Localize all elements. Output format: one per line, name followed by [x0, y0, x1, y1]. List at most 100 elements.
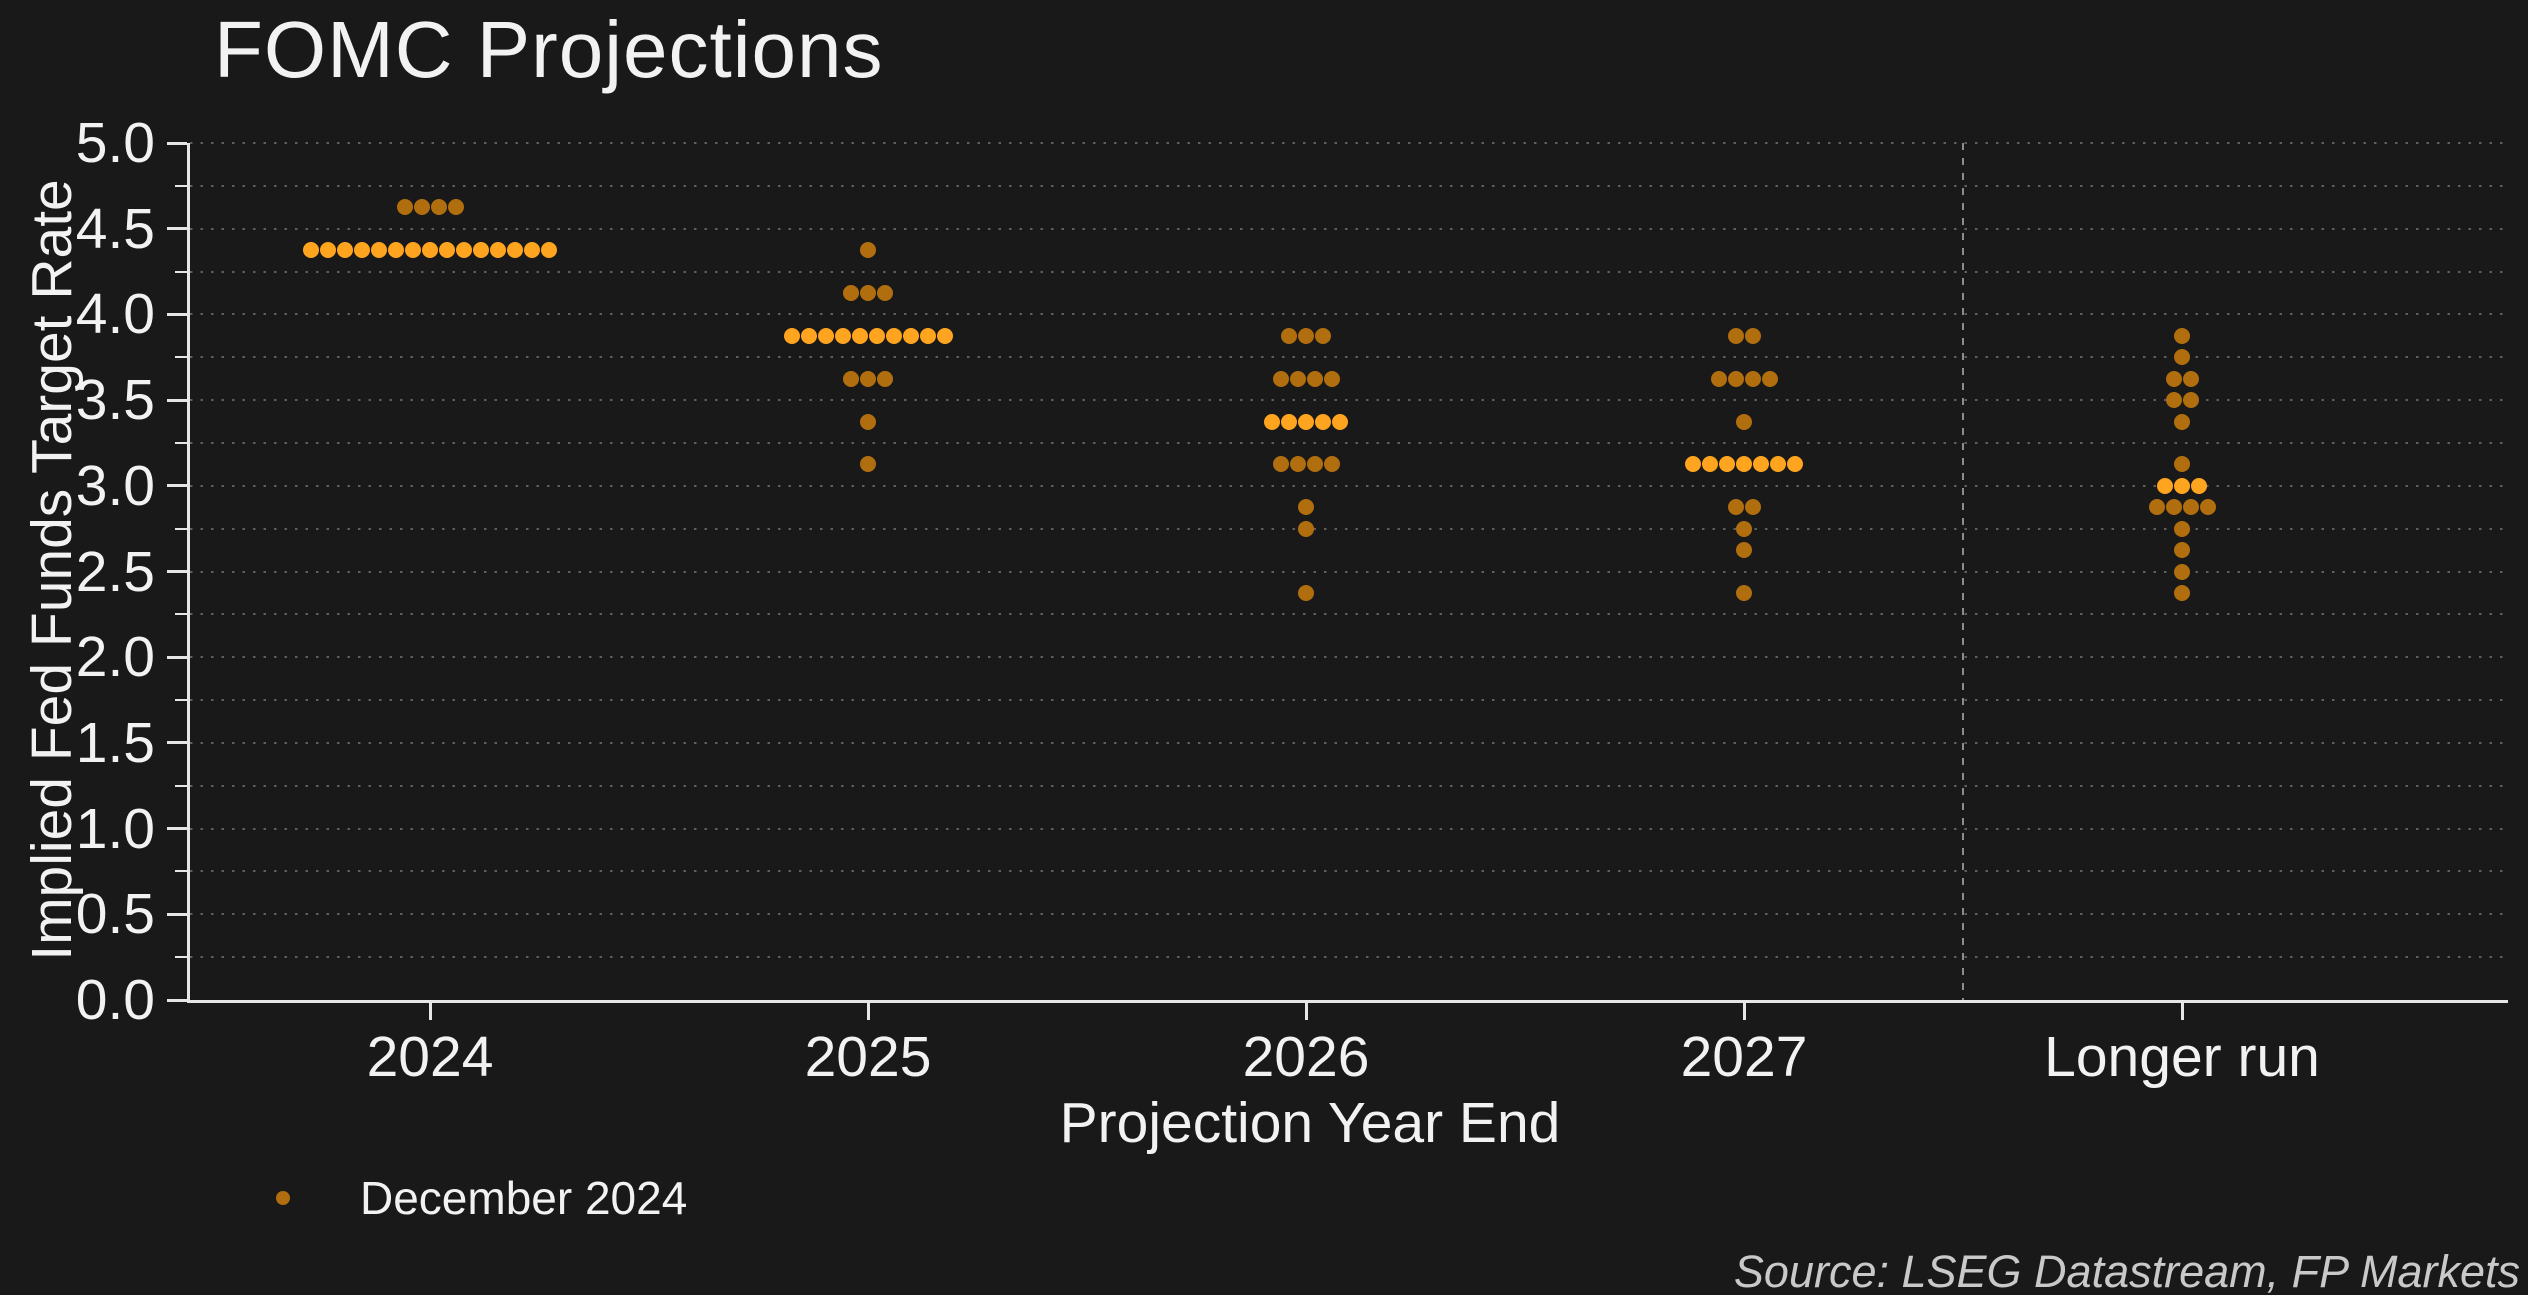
- x-tick: [1742, 1003, 1746, 1020]
- y-minor-tick: [175, 270, 187, 273]
- projection-dot-median: [834, 327, 851, 344]
- plot-area: 0.0 0.5 1.0 1.5 2.0 2.5 3.0 3.5 4.0 4.5 5.0 2024 202…: [76, 113, 2508, 1087]
- projection-dot: [1281, 327, 1297, 344]
- y-tick-label: 3.5: [75, 368, 155, 433]
- projection-dot: [877, 284, 893, 301]
- projection-dot: [1727, 327, 1744, 344]
- y-minor-tick: [175, 956, 187, 959]
- projection-dot: [396, 199, 413, 216]
- y-minor-tick: [175, 613, 187, 616]
- y-tick-label: 4.0: [75, 282, 155, 347]
- projection-dot: [2174, 542, 2190, 559]
- projection-dot-median: [1787, 456, 1803, 473]
- y-tick-label: 3.0: [75, 453, 155, 518]
- x-tick-label: Longer run: [2044, 1025, 2320, 1089]
- projection-dot: [2174, 520, 2190, 537]
- y-tick: [167, 827, 187, 831]
- projection-dot-median: [354, 242, 370, 259]
- projection-dot-median: [2191, 477, 2207, 494]
- projection-dot: [1298, 499, 1314, 516]
- y-tick-label: 5.0: [75, 111, 155, 175]
- projection-dot-median: [851, 327, 868, 344]
- projection-dot: [2165, 499, 2182, 516]
- projection-dot-median: [439, 242, 455, 259]
- projection-dot: [1323, 370, 1340, 387]
- h-gridline: [190, 656, 2508, 659]
- projection-dot: [1736, 584, 1752, 601]
- projection-dot: [1323, 456, 1340, 473]
- projection-dot-median: [1770, 456, 1786, 473]
- projection-dot: [2165, 370, 2182, 387]
- y-tick-label: 0.0: [75, 968, 155, 1032]
- projection-dot: [1736, 542, 1752, 559]
- projection-dot: [413, 199, 430, 216]
- y-tick: [167, 741, 187, 745]
- h-gridline: [190, 527, 2508, 530]
- projection-dot: [2199, 499, 2216, 516]
- projection-dot-median: [1736, 456, 1752, 473]
- projection-dot-median: [320, 242, 336, 259]
- x-tick: [1304, 1003, 1308, 1020]
- h-gridline: [190, 827, 2508, 830]
- h-gridline: [190, 699, 2508, 702]
- x-tick: [428, 1003, 432, 1020]
- projection-dot-median: [2174, 477, 2190, 494]
- projection-dot-median: [800, 327, 817, 344]
- x-tick: [2180, 1003, 2184, 1020]
- x-axis-title: Projection Year End: [1059, 1091, 1561, 1155]
- projection-dot: [447, 199, 464, 216]
- projection-dot-median: [1264, 413, 1280, 430]
- y-tick: [167, 655, 187, 659]
- y-minor-tick: [175, 356, 187, 359]
- projection-dot: [2148, 499, 2165, 516]
- h-gridline: [190, 441, 2508, 444]
- h-gridline: [190, 956, 2508, 959]
- projection-dot: [1744, 499, 1761, 516]
- projection-dot: [1306, 370, 1323, 387]
- projection-dot-median: [456, 242, 472, 259]
- projection-dot: [1736, 520, 1752, 537]
- chart-title: FOMC Projections: [214, 5, 884, 94]
- y-tick: [167, 312, 187, 316]
- y-minor-tick: [175, 184, 187, 187]
- y-minor-tick: [175, 870, 187, 873]
- projection-dot: [1289, 456, 1306, 473]
- projection-dot-median: [936, 327, 953, 344]
- projection-dot-median: [1298, 413, 1314, 430]
- projection-dot-median: [1753, 456, 1769, 473]
- y-minor-tick: [175, 441, 187, 444]
- x-tick-label: 2024: [366, 1025, 494, 1089]
- projection-dot: [2174, 584, 2190, 601]
- x-tick-label: 2025: [804, 1025, 932, 1089]
- projection-dot-median: [405, 242, 421, 259]
- projection-dot: [860, 370, 876, 387]
- y-tick: [167, 398, 187, 402]
- projection-dot-median: [1332, 413, 1348, 430]
- projection-dot: [860, 456, 876, 473]
- projection-dot: [1272, 370, 1289, 387]
- h-gridline: [190, 399, 2508, 402]
- projection-dot-median: [1281, 413, 1297, 430]
- y-minor-tick: [175, 784, 187, 787]
- projection-dot-median: [388, 242, 404, 259]
- y-tick: [167, 912, 187, 916]
- source-credit: Source: LSEG Datastream, FP Markets: [1733, 1246, 2520, 1295]
- legend-marker-dot: [276, 1191, 290, 1205]
- projection-dot: [2174, 413, 2190, 430]
- y-tick: [167, 227, 187, 231]
- projection-dot: [2174, 456, 2190, 473]
- h-gridline: [190, 356, 2508, 359]
- projection-dot-median: [337, 242, 353, 259]
- projection-dot-median: [1702, 456, 1718, 473]
- projection-dot: [2174, 563, 2190, 580]
- h-gridline: [190, 142, 2508, 144]
- projection-dot: [1710, 370, 1727, 387]
- y-minor-tick: [175, 699, 187, 702]
- projection-dot: [1727, 499, 1744, 516]
- projection-dot-median: [919, 327, 936, 344]
- projection-dot: [2165, 392, 2182, 409]
- x-tick-label: 2027: [1680, 1025, 1808, 1089]
- y-tick-label: 4.5: [75, 196, 155, 261]
- projection-dot: [860, 242, 876, 259]
